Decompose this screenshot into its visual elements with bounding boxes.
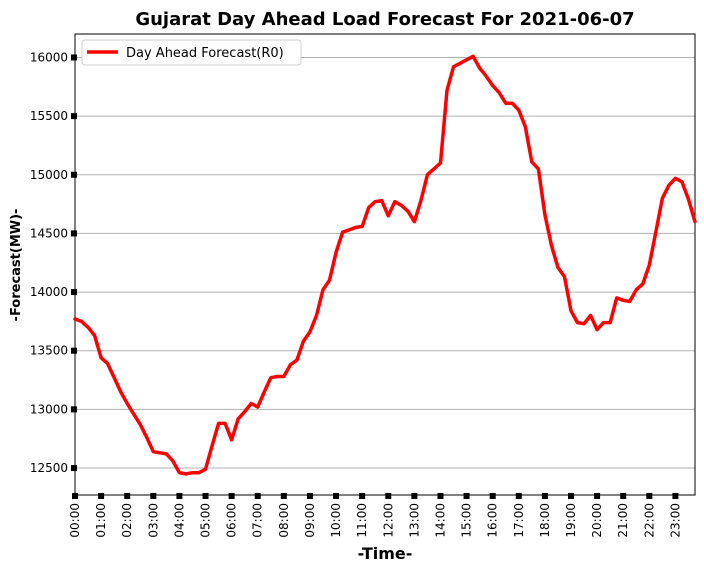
x-tick-label: 11:00 — [355, 503, 369, 538]
x-tick-mark — [672, 493, 679, 499]
x-tick-label: 15:00 — [460, 503, 474, 538]
x-tick-label: 16:00 — [486, 503, 500, 538]
x-tick-label: 03:00 — [146, 503, 160, 538]
x-tick-mark — [385, 493, 392, 499]
x-tick-label: 10:00 — [329, 503, 343, 538]
x-tick-mark — [72, 493, 78, 499]
y-tick-label: 12500 — [30, 461, 68, 475]
chart-title: Gujarat Day Ahead Load Forecast For 2021… — [135, 9, 634, 30]
x-tick-label: 00:00 — [68, 503, 82, 538]
x-tick-label: 05:00 — [199, 503, 213, 538]
x-tick-mark — [280, 493, 287, 499]
x-tick-label: 02:00 — [120, 503, 134, 538]
x-axis-ticks: 00:00 01:00 02:00 03:00 04:00 05:00 06:00 07:00… — [68, 493, 682, 538]
x-tick-label: 07:00 — [251, 503, 265, 538]
x-tick-label: 08:00 — [277, 503, 291, 538]
y-tick-mark — [71, 289, 77, 296]
x-tick-mark — [411, 493, 418, 499]
y-tick-label: 16000 — [30, 50, 68, 64]
x-tick-mark — [176, 493, 183, 499]
x-tick-label: 01:00 — [94, 503, 108, 538]
x-tick-mark — [620, 493, 627, 499]
x-tick-mark — [541, 493, 548, 499]
x-tick-label: 12:00 — [381, 503, 395, 538]
x-tick-mark — [463, 493, 470, 499]
y-tick-mark — [71, 347, 77, 354]
y-tick-mark — [71, 171, 77, 178]
legend-entry: Day Ahead Forecast(R0) — [126, 46, 284, 61]
grid-lines — [75, 56, 695, 469]
y-tick-label: 13500 — [30, 344, 68, 358]
x-tick-label: 09:00 — [303, 503, 317, 538]
x-tick-mark — [568, 493, 574, 499]
y-tick-mark — [71, 465, 77, 472]
y-tick-label: 15500 — [30, 109, 68, 123]
y-tick-label: 13000 — [30, 402, 68, 416]
y-tick-label: 14500 — [30, 226, 68, 240]
plot-area-frame — [74, 33, 696, 496]
x-axis-label: -Time- — [358, 544, 413, 563]
x-tick-mark — [437, 493, 444, 499]
x-tick-label: 14:00 — [433, 503, 447, 538]
y-axis-label: -Forecast(MW)- — [9, 209, 24, 322]
x-tick-label: 21:00 — [616, 503, 630, 538]
y-tick-mark — [71, 230, 77, 237]
x-tick-label: 20:00 — [590, 503, 604, 538]
x-tick-label: 19:00 — [564, 503, 578, 538]
x-tick-label: 04:00 — [172, 503, 186, 538]
x-tick-label: 23:00 — [668, 503, 682, 538]
x-tick-mark — [646, 493, 653, 499]
x-tick-mark — [333, 493, 340, 499]
x-tick-mark — [594, 493, 601, 499]
x-tick-mark — [228, 493, 235, 499]
x-tick-mark — [150, 493, 157, 499]
series-line-day-ahead-forecast — [73, 54, 697, 476]
x-tick-mark — [98, 493, 105, 499]
x-tick-mark — [359, 493, 366, 499]
legend-box — [81, 39, 302, 66]
legend: Day Ahead Forecast(R0) — [81, 39, 302, 66]
x-tick-label: 22:00 — [642, 503, 656, 538]
x-tick-mark — [515, 493, 522, 499]
x-tick-mark — [124, 493, 131, 499]
y-axis-ticks: 12500 13000 13500 14000 14500 15000 15500 16000 — [30, 50, 77, 475]
x-tick-label: 06:00 — [225, 503, 239, 538]
y-tick-label: 14000 — [30, 285, 68, 299]
x-tick-label: 18:00 — [538, 503, 552, 538]
y-tick-mark — [71, 54, 77, 61]
x-tick-mark — [306, 493, 313, 499]
x-tick-mark — [202, 493, 209, 499]
x-tick-mark — [489, 493, 496, 499]
y-tick-label: 15000 — [30, 168, 68, 182]
y-tick-mark — [71, 113, 77, 120]
x-tick-label: 13:00 — [407, 503, 421, 538]
x-tick-mark — [254, 493, 261, 499]
x-tick-label: 17:00 — [512, 503, 526, 538]
y-tick-mark — [71, 406, 77, 413]
